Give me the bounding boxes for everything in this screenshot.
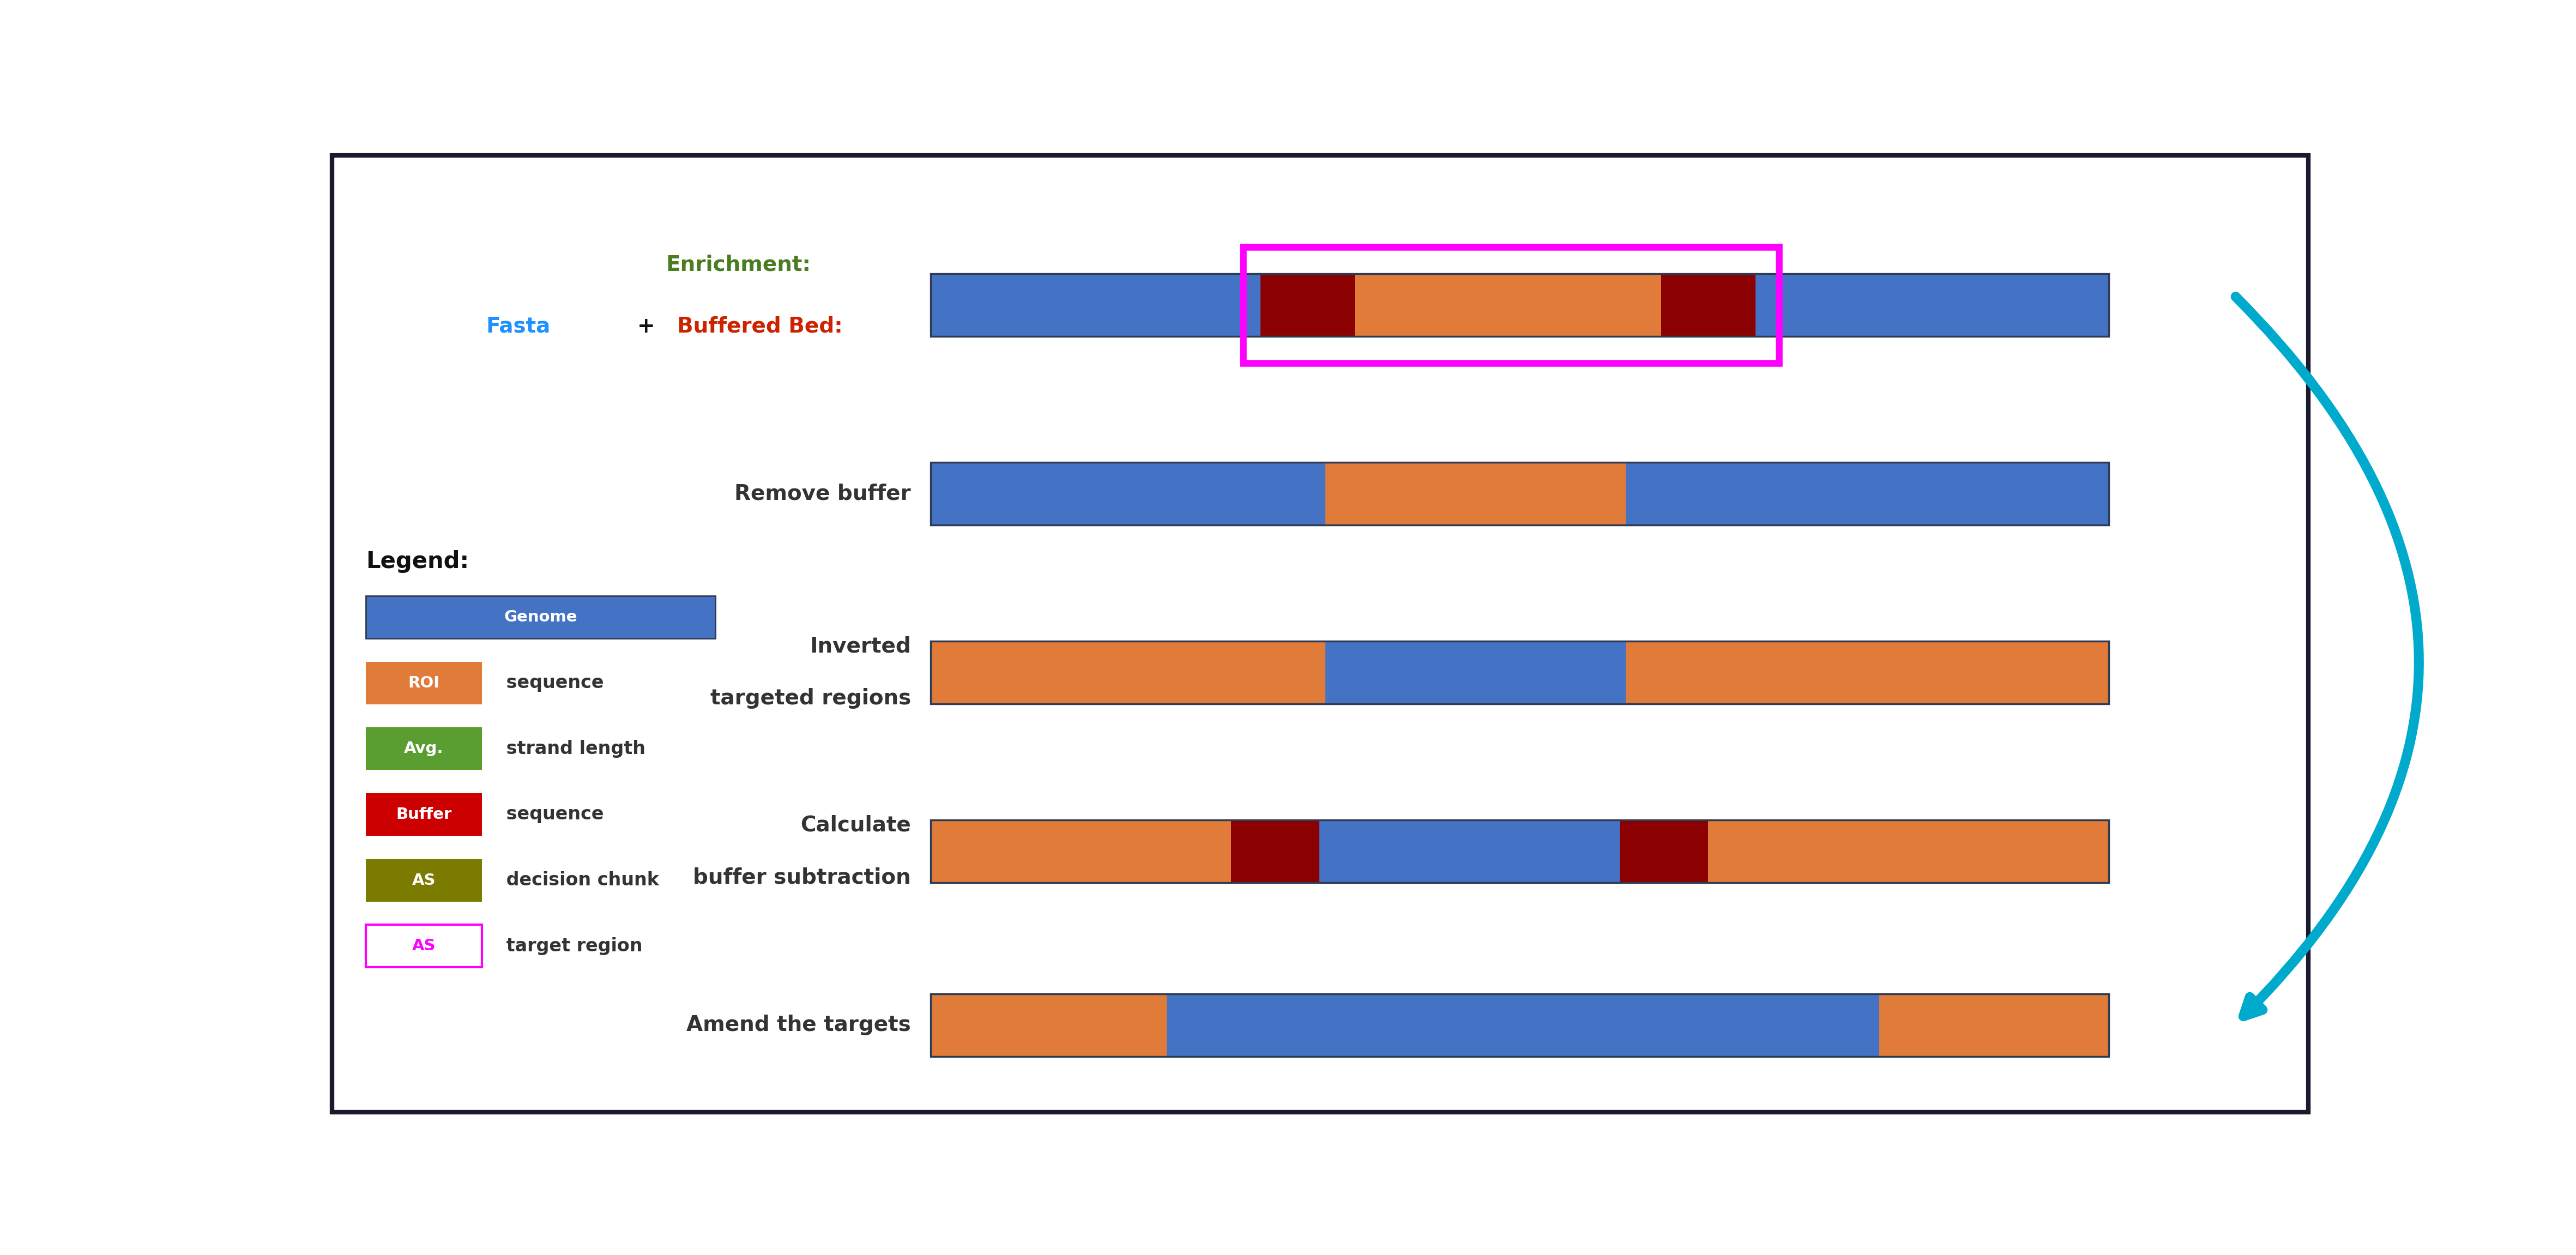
FancyArrowPatch shape	[2236, 296, 2419, 1017]
Text: sequence: sequence	[500, 674, 603, 692]
Bar	[930, 462, 2110, 525]
Text: targeted regions: targeted regions	[711, 688, 912, 709]
Text: strand length: strand length	[500, 739, 644, 758]
Bar	[930, 994, 2110, 1057]
Text: buffer subtraction: buffer subtraction	[693, 867, 912, 887]
Text: Inverted: Inverted	[809, 636, 912, 656]
Text: Calculate: Calculate	[801, 814, 912, 836]
Text: AS: AS	[412, 939, 435, 954]
Text: target region: target region	[500, 937, 641, 955]
Bar	[930, 274, 1260, 336]
Text: Legend:: Legend:	[366, 550, 469, 572]
Bar	[1625, 641, 2110, 704]
Bar	[1231, 820, 1319, 882]
Bar	[1708, 820, 2110, 882]
Text: AS: AS	[412, 872, 435, 887]
Text: Fasta: Fasta	[487, 316, 551, 336]
Text: Avg.: Avg.	[404, 742, 443, 757]
Bar	[930, 820, 1231, 882]
Bar	[930, 641, 2110, 704]
Bar	[1662, 274, 1754, 336]
Bar	[366, 596, 716, 639]
Bar	[366, 793, 482, 836]
Bar	[1244, 247, 1780, 363]
Text: +: +	[636, 316, 654, 336]
Bar	[1327, 641, 1625, 704]
Text: Buffered Bed:: Buffered Bed:	[677, 316, 842, 336]
Text: Genome: Genome	[505, 610, 577, 625]
Bar	[930, 274, 2110, 336]
Text: decision chunk: decision chunk	[500, 871, 659, 890]
Bar	[1754, 274, 2110, 336]
Bar	[930, 994, 1167, 1057]
Bar	[1319, 820, 1620, 882]
Bar	[366, 858, 482, 901]
Text: ROI: ROI	[407, 675, 440, 690]
Bar	[1620, 820, 1708, 882]
Bar	[930, 462, 1327, 525]
Bar	[1167, 994, 1878, 1057]
Bar	[1260, 274, 1355, 336]
Text: Amend the targets: Amend the targets	[685, 1015, 912, 1035]
Text: Buffer: Buffer	[397, 807, 451, 822]
Bar	[1327, 462, 1625, 525]
Bar	[366, 661, 482, 704]
Bar	[930, 820, 2110, 882]
Bar	[930, 641, 1327, 704]
Bar	[1625, 462, 2110, 525]
Bar	[1355, 274, 1662, 336]
Bar	[366, 728, 482, 771]
Bar	[1878, 994, 2110, 1057]
Bar	[366, 925, 482, 968]
Text: sequence: sequence	[500, 806, 603, 823]
Text: Enrichment:: Enrichment:	[667, 255, 811, 275]
Text: Remove buffer: Remove buffer	[734, 483, 912, 505]
